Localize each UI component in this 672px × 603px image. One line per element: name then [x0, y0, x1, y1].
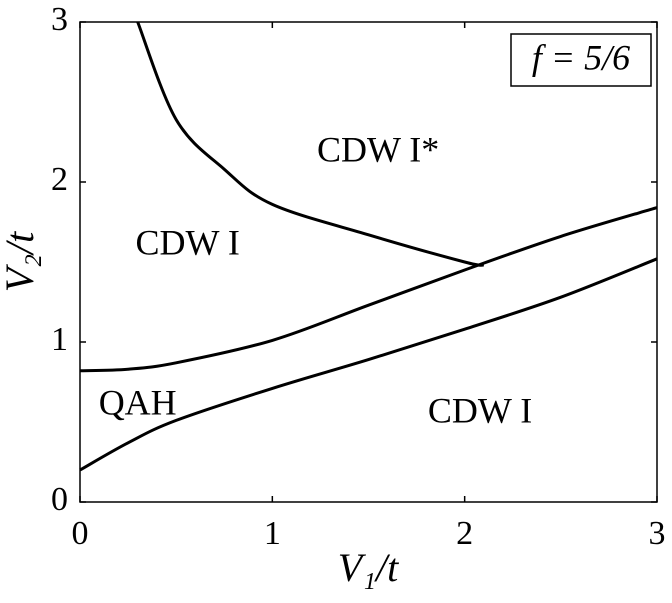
y-tick-label: 1: [51, 321, 68, 358]
phase-label: QAH: [99, 382, 177, 422]
y-tick-label: 0: [51, 481, 68, 518]
x-tick-label: 2: [456, 515, 473, 552]
phase-label: CDW I: [428, 390, 532, 430]
phase-label: CDW I: [136, 222, 240, 262]
y-axis-label: V₂/t: [0, 231, 42, 292]
phase-boundary: [136, 21, 485, 267]
y-tick-label: 2: [51, 161, 68, 198]
phase-boundary: [79, 206, 658, 373]
legend-box: [510, 33, 652, 87]
y-tick-label: 3: [51, 1, 68, 38]
x-tick-label: 1: [264, 515, 281, 552]
plot-frame: [79, 21, 658, 503]
legend-text: f = 5/6: [532, 37, 630, 77]
x-tick-label: 3: [649, 515, 666, 552]
phase-label: CDW I*: [317, 129, 439, 169]
x-axis-label: V₁/t: [338, 545, 399, 590]
x-tick-label: 0: [72, 515, 89, 552]
phase-boundary: [79, 257, 658, 472]
